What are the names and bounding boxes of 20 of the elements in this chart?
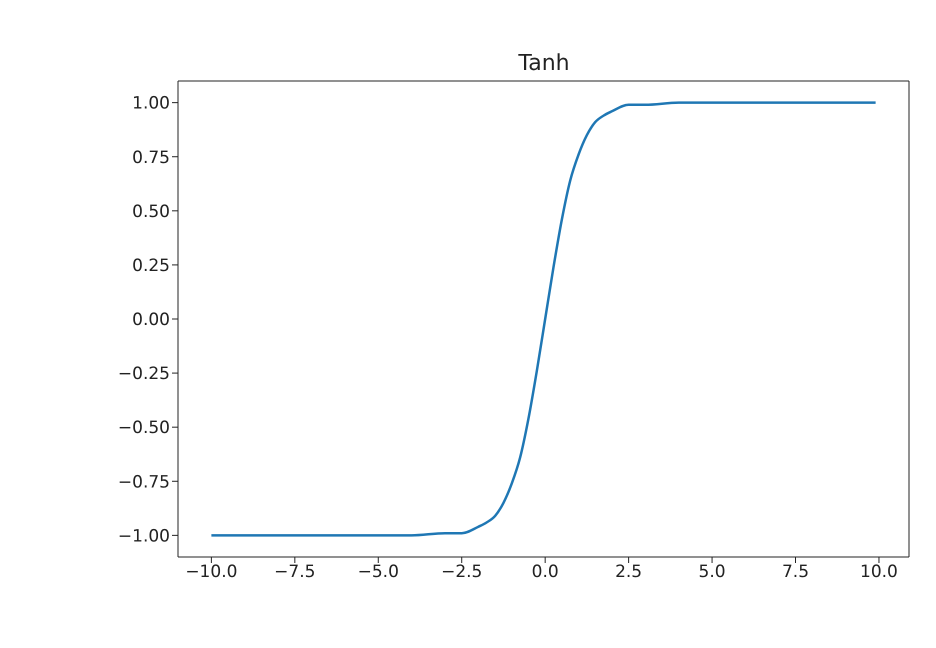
y-tick-label: −0.50 [118, 418, 170, 438]
y-tick-label: 0.75 [132, 148, 170, 168]
y-tick-label: 0.00 [132, 310, 170, 330]
x-tick-label: −7.5 [274, 562, 316, 582]
x-tick-label: −5.0 [358, 562, 399, 582]
y-tick-label: 1.00 [132, 94, 170, 114]
y-tick-label: 0.25 [132, 256, 170, 276]
x-tick-label: 5.0 [698, 562, 726, 582]
chart-title: Tanh [518, 51, 570, 76]
x-tick-label: 7.5 [782, 562, 810, 582]
x-tick-label: −10.0 [185, 562, 238, 582]
x-tick-label: 0.0 [532, 562, 559, 582]
y-tick-label: 0.50 [132, 202, 170, 222]
y-tick-label: −0.75 [118, 472, 170, 492]
x-tick-label: 2.5 [615, 562, 642, 582]
y-tick-label: −0.25 [118, 364, 170, 384]
x-tick-label: 10.0 [860, 562, 898, 582]
line-series [210, 101, 877, 537]
x-tick-label: −2.5 [441, 562, 482, 582]
y-tick-label: −1.00 [118, 526, 170, 546]
